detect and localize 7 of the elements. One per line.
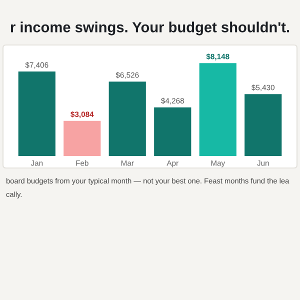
bar: [199, 63, 236, 156]
bar: [18, 72, 56, 156]
bar: [108, 82, 146, 156]
bar: [244, 94, 282, 156]
bar: [154, 107, 192, 156]
chart-title: r income swings. Your budget shouldn't.: [10, 22, 290, 36]
bar: [64, 120, 101, 156]
